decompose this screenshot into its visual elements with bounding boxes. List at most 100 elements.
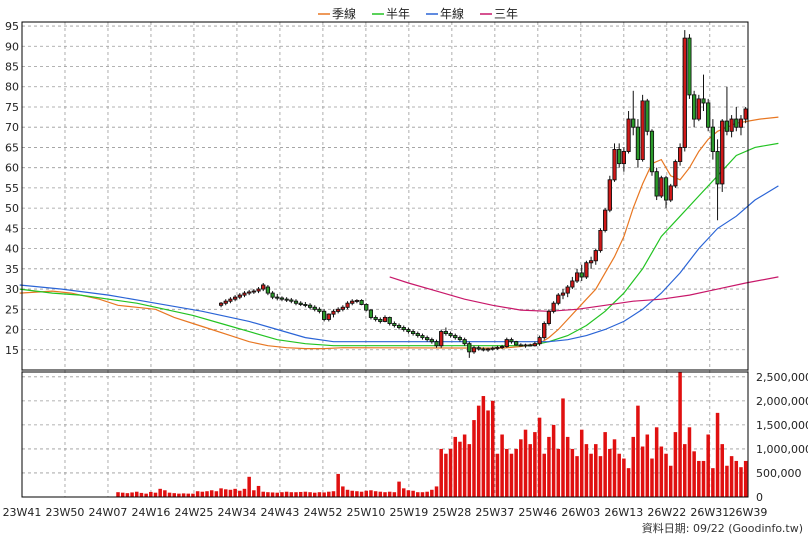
candle-body-fill [354, 299, 359, 302]
volume-bar [678, 372, 682, 497]
candle [678, 143, 683, 166]
candle [317, 307, 322, 314]
volume-bar [528, 444, 532, 497]
x-tick-label: 25W46 [518, 506, 557, 519]
volume-bar [467, 444, 472, 497]
candle-body-fill [528, 344, 533, 347]
candle-body-fill [359, 299, 364, 305]
candle-body-fill [219, 302, 224, 306]
candle-body-fill [607, 179, 612, 211]
candle-body-fill [570, 280, 575, 288]
candle [659, 175, 664, 199]
volume-bar [223, 489, 228, 497]
candle [219, 302, 224, 308]
volume-bar [514, 448, 518, 497]
candle [406, 327, 411, 334]
volume-bar [481, 396, 486, 497]
candle [359, 299, 364, 306]
candle [279, 296, 284, 302]
volume-bar [214, 491, 219, 497]
candle [523, 343, 528, 348]
candle [228, 297, 233, 304]
volume-bar [683, 444, 687, 497]
volume-bar [561, 398, 565, 497]
candle [537, 335, 542, 346]
candle-body-fill [518, 344, 523, 347]
candle-body-fill [551, 302, 556, 312]
candle [603, 208, 608, 233]
candle [429, 337, 434, 344]
candle [350, 299, 355, 306]
volume-bar [579, 429, 584, 497]
candle [570, 276, 575, 290]
volume-bar [547, 436, 551, 497]
volume-bar [158, 488, 162, 497]
volume-bar [729, 456, 734, 497]
volume-bar [664, 453, 668, 497]
volume-bar [130, 492, 134, 497]
volume-bar [706, 434, 710, 497]
candle-body-fill [589, 260, 594, 264]
candle-body-fill [495, 346, 500, 349]
price-tick-label: 25 [5, 303, 19, 316]
volume-bar [167, 492, 172, 497]
volume-bar [659, 446, 664, 497]
volume-bar [711, 468, 715, 497]
volume-bar [238, 490, 242, 497]
volume-bar [383, 492, 387, 497]
candle [303, 302, 308, 308]
candle-body-fill [420, 335, 425, 339]
candle-body-fill [467, 343, 472, 353]
volume-bar [565, 436, 570, 497]
candle [546, 309, 551, 326]
candle [275, 293, 280, 301]
candle-body-fill [514, 341, 519, 346]
volume-bar [472, 420, 476, 497]
volume-bar [177, 493, 181, 497]
volume-tick-label: 500,000 [756, 467, 802, 480]
candle-body-fill [237, 294, 242, 298]
legend-item: 季線 [318, 6, 356, 21]
volume-bar [654, 427, 659, 497]
candle [734, 106, 739, 132]
candle [715, 139, 720, 221]
candle [453, 333, 458, 340]
candle [635, 119, 640, 168]
candle [392, 321, 397, 328]
candle [593, 248, 598, 265]
volume-bar [458, 441, 462, 497]
volume-bar [181, 493, 186, 497]
candle-body-fill [663, 177, 669, 201]
price-tick-label: 20 [5, 324, 19, 337]
candle [701, 74, 706, 112]
volume-bar [195, 491, 200, 497]
candle-body-fill [734, 118, 739, 128]
candle-body-fill [308, 304, 313, 308]
candle-body-fill [415, 333, 420, 337]
volume-bar [364, 490, 369, 497]
candle-body-fill [631, 118, 636, 128]
candle-body-fill [617, 149, 622, 165]
volume-bar [462, 434, 467, 497]
candle [560, 289, 566, 300]
volume-bar [392, 492, 397, 497]
candle [378, 317, 383, 324]
candle-body-fill [331, 310, 336, 315]
candle-body-fill [486, 348, 491, 351]
volume-bar [331, 491, 336, 497]
volume-bar [725, 465, 729, 497]
candle-body-fill [701, 98, 706, 104]
candle-body-fill [743, 108, 748, 120]
price-tick-label: 70 [5, 121, 19, 134]
volume-bar [322, 492, 326, 497]
volume-bar [373, 491, 378, 497]
price-tick-label: 40 [5, 243, 19, 256]
candle-body-fill [640, 100, 645, 160]
candle [312, 305, 317, 312]
candle [673, 159, 678, 188]
volume-bar [668, 465, 673, 497]
candle [495, 345, 500, 350]
volume-bar [720, 444, 724, 497]
candle-body-fill [223, 300, 228, 304]
